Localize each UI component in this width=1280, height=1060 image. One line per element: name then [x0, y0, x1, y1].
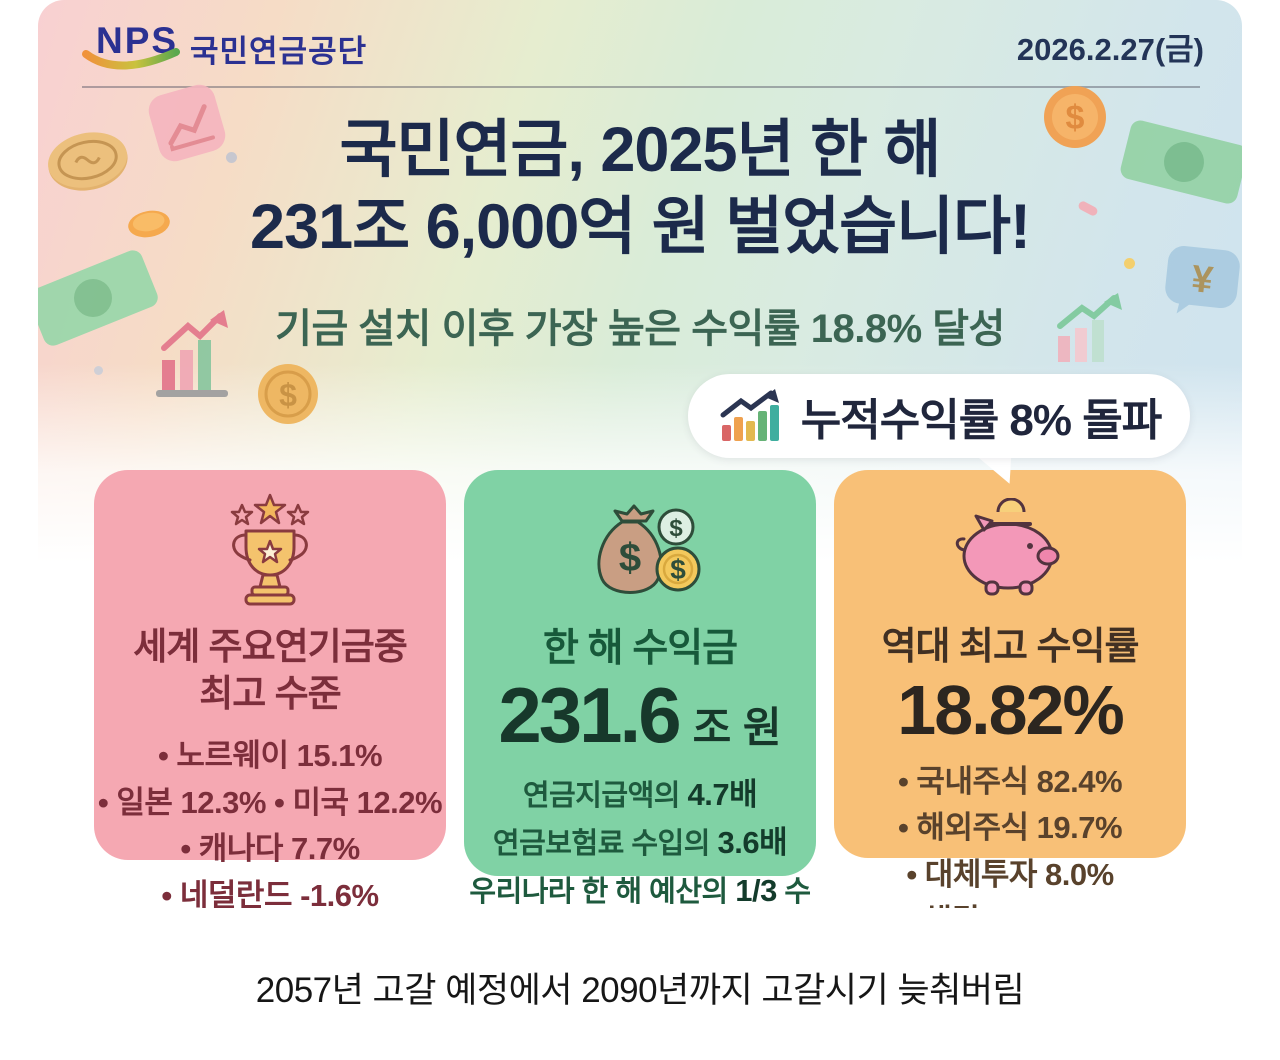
list-item: • 해외주식 19.7%	[897, 810, 1123, 846]
bubble-label: 누적수익률 8% 돌파	[800, 396, 1162, 445]
profit-comparison-list: 연금지급액의 4.7배 연금보험료 수입의 3.6배 우리나라 한 해 예산의 …	[464, 771, 816, 908]
svg-text:$: $	[279, 377, 297, 413]
profit-unit: 조 원	[692, 704, 782, 752]
org-name: 국민연금공단	[190, 34, 368, 69]
list-item: • 노르웨이 15.1%	[157, 738, 383, 774]
list-item: • 대체투자 8.0%	[906, 856, 1114, 892]
svg-text:$: $	[669, 515, 683, 542]
record-return-value: 18.82%	[897, 670, 1124, 749]
confetti-dot	[1124, 258, 1135, 269]
svg-text:$: $	[1066, 99, 1085, 137]
money-bag-icon: $ $ $	[464, 494, 816, 612]
list-item: • 채권 0.8~3.8%	[834, 898, 1186, 908]
profit-number: 231.6	[498, 671, 681, 760]
annual-profit-card: $ $ $ 한 해 수익금 231.6 조 원 연금지급액의 4.7배 연금보험…	[464, 470, 816, 908]
card-title: 한 해 수익금	[542, 627, 738, 670]
asset-return-list: • 국내주식 82.4% • 해외주식 19.7% • 대체투자 8.0% • …	[834, 759, 1186, 908]
poster-title-line2: 231조 6,000억 원 벌었습니다!	[250, 191, 1031, 262]
list-item: 연금보험료 수입의 3.6배	[492, 825, 788, 861]
list-item: • 캐나다 7.7%	[180, 831, 360, 867]
bar-chart-up-icon	[1057, 293, 1122, 362]
gold-coin-tilted-icon	[48, 132, 128, 191]
card-title: 역대 최고 수익률	[881, 626, 1140, 668]
small-coin-icon	[128, 210, 170, 238]
poster-title: 국민연금, 2025년 한 해 231조 6,000억 원 벌었습니다!	[38, 112, 1242, 266]
dollar-coin-icon: $	[1044, 86, 1106, 148]
svg-text:$: $	[619, 536, 641, 580]
dollar-coin-icon: $	[258, 364, 318, 424]
nps-swoosh-icon	[82, 48, 180, 70]
confetti-dot	[226, 152, 237, 163]
world-ranking-card: 세계 주요연기금중 최고 수준 • 노르웨이 15.1% • 일본 12.3% …	[94, 470, 446, 908]
date-label: 2026.2.27(금)	[1016, 32, 1204, 67]
list-item: 우리나라 한 해 예산의 1/3 수준	[469, 873, 811, 908]
infographic-poster: $ $ ¥ NPS 국민연금공단	[38, 0, 1242, 908]
card-title: 세계 주요연기금중 최고 수준	[94, 624, 446, 717]
list-item: • 국내주식 82.4%	[897, 763, 1123, 799]
list-item: • 일본 12.3% • 미국 12.2%	[97, 784, 443, 820]
card-title-line1: 세계 주요연기금중	[133, 626, 408, 667]
card-title-line2: 최고 수준	[199, 672, 341, 714]
ranking-list: • 노르웨이 15.1% • 일본 12.3% • 미국 12.2% • 캐나다…	[94, 733, 446, 908]
post-caption: 2057년 고갈 예정에서 2090년까지 고갈시기 늦춰버림	[255, 971, 1025, 1010]
nps-logo-text: NPS	[96, 20, 179, 61]
bar-chart-up-icon	[156, 310, 228, 397]
chart-tile-icon	[148, 84, 226, 162]
poster-subtitle: 기금 설치 이후 가장 높은 수익률 18.8% 달성	[275, 307, 1005, 351]
poster-title-line1: 국민연금, 2025년 한 해	[339, 115, 942, 185]
svg-text:¥: ¥	[1190, 258, 1215, 302]
yen-bubble-icon: ¥	[1165, 246, 1240, 314]
piggy-bank-icon	[834, 494, 1186, 612]
nps-logo: NPS	[82, 20, 180, 70]
stat-cards: 세계 주요연기금중 최고 수준 • 노르웨이 15.1% • 일본 12.3% …	[38, 470, 1242, 908]
svg-text:$: $	[670, 554, 686, 585]
money-bill-icon	[1120, 120, 1242, 204]
list-item: • 네덜란드 -1.6%	[161, 877, 379, 908]
money-bill-icon	[38, 250, 158, 346]
header-divider	[82, 86, 1200, 88]
list-item: 연금지급액의 4.7배	[522, 777, 758, 813]
trophy-icon	[94, 493, 446, 612]
record-return-card: 역대 최고 수익률 18.82% • 국내주식 82.4% • 해외주식 19.…	[834, 470, 1186, 908]
cumulative-return-bubble: 누적수익률 8% 돌파	[688, 374, 1190, 458]
confetti-dot	[94, 366, 103, 375]
bar-chart-icon	[720, 389, 779, 441]
annual-profit-value: 231.6 조 원	[464, 671, 816, 760]
